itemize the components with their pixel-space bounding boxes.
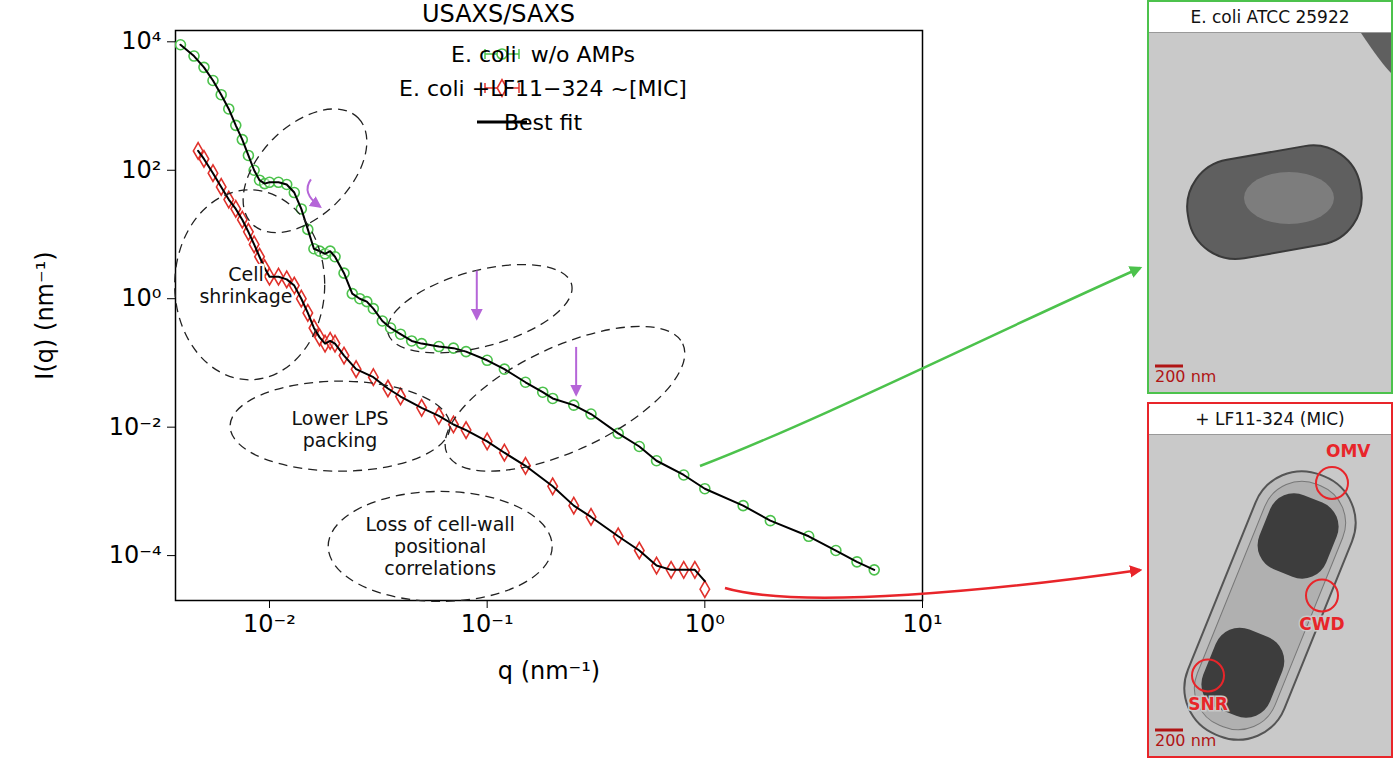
svg-text:10⁰: 10⁰ [121, 284, 161, 312]
svg-text:10⁰: 10⁰ [685, 610, 725, 638]
svg-text:OMV: OMV [1326, 441, 1371, 461]
svg-text:I(q) (nm⁻¹): I(q) (nm⁻¹) [31, 251, 59, 379]
svg-text:USAXS/SAXS: USAXS/SAXS [422, 0, 575, 28]
html-text:E. coli ATCC 25922: E. coli ATCC 25922 [1190, 7, 1350, 27]
svg-text:Lower LPSpacking: Lower LPSpacking [292, 407, 389, 451]
svg-text:200 nm: 200 nm [1155, 367, 1216, 386]
svg-text:E. coli w/o AMPs: E. coli w/o AMPs [451, 42, 635, 67]
svg-text:E. coli +LF11−324 ~[MIC]: E. coli +LF11−324 ~[MIC] [399, 76, 687, 101]
svg-text:200 nm: 200 nm [1155, 731, 1216, 750]
svg-text:10⁻¹: 10⁻¹ [461, 610, 514, 638]
svg-text:SNR: SNR [1188, 694, 1228, 714]
svg-text:Loss of cell-wallpositionalcor: Loss of cell-wallpositionalcorrelations [366, 513, 515, 579]
svg-text:10⁻²: 10⁻² [109, 413, 162, 441]
svg-text:CWD: CWD [1299, 614, 1344, 634]
svg-text:q (nm⁻¹): q (nm⁻¹) [498, 657, 600, 685]
svg-text:Cellshrinkage: Cellshrinkage [199, 263, 292, 307]
svg-text:10²: 10² [121, 156, 161, 184]
svg-text:10⁻²: 10⁻² [243, 610, 296, 638]
svg-text:10¹: 10¹ [902, 610, 942, 638]
svg-text:10⁻⁴: 10⁻⁴ [109, 541, 162, 569]
html-text:+ LF11-324 (MIC): + LF11-324 (MIC) [1195, 409, 1345, 429]
svg-text:10⁴: 10⁴ [121, 27, 161, 55]
svg-text:Best fit: Best fit [504, 110, 583, 135]
